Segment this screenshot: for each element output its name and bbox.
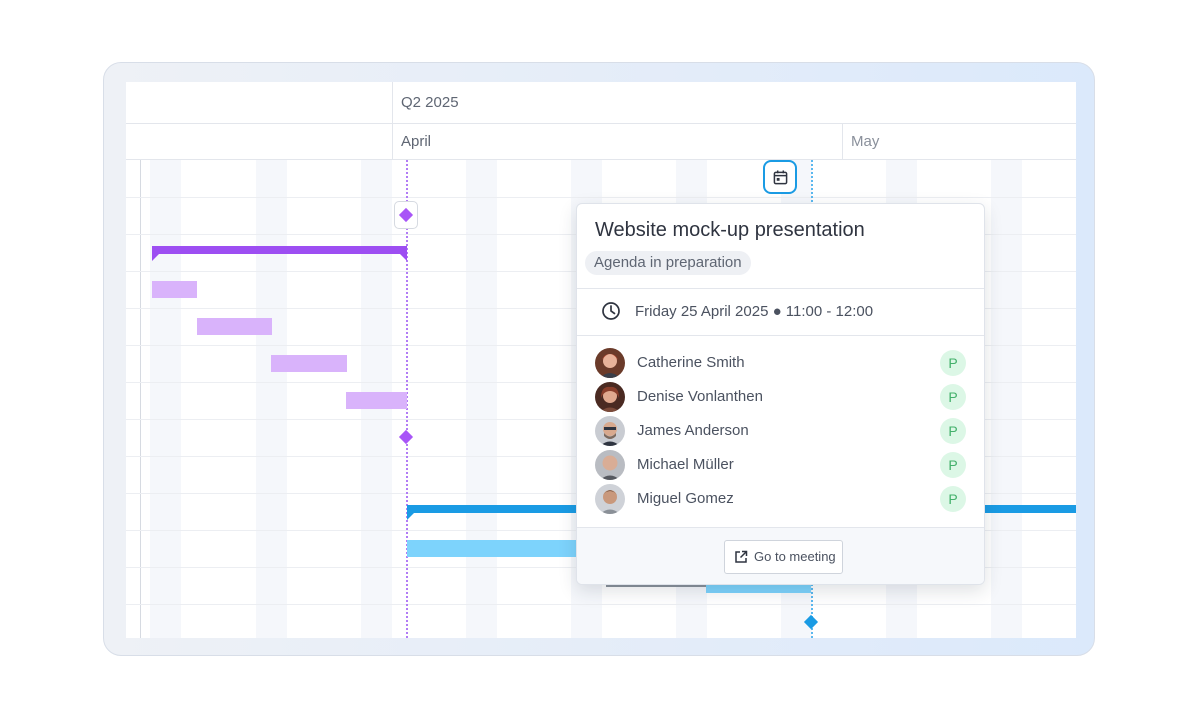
popup-footer: Go to meeting <box>577 527 984 584</box>
milestone-diamond[interactable] <box>398 429 414 445</box>
calendar-icon <box>773 170 788 185</box>
timeline-left-border <box>140 160 141 638</box>
attendee-name: James Anderson <box>637 422 749 439</box>
week-stripe <box>991 160 1022 638</box>
task-bar-blue[interactable] <box>407 540 577 557</box>
avatar <box>595 450 625 480</box>
avatar <box>595 416 625 446</box>
go-to-meeting-button[interactable]: Go to meeting <box>724 540 843 574</box>
task-bar-purple[interactable] <box>271 355 347 372</box>
participant-badge: P <box>940 486 966 512</box>
participant-badge: P <box>940 452 966 478</box>
clock-icon <box>602 302 620 320</box>
week-stripe <box>256 160 287 638</box>
task-bar-purple[interactable] <box>197 318 272 335</box>
header-divider <box>842 124 843 160</box>
week-stripe <box>466 160 497 638</box>
meeting-status-badge: Agenda in preparation <box>585 251 751 275</box>
attendee-row[interactable]: Miguel Gomez P <box>595 484 967 514</box>
header-divider <box>392 82 393 160</box>
meeting-title: Website mock-up presentation <box>595 219 865 241</box>
popup-divider <box>577 288 984 289</box>
task-bar-purple[interactable] <box>346 392 407 409</box>
quarter-header-row: Q2 2025 <box>126 82 1076 124</box>
attendee-row[interactable]: Catherine Smith P <box>595 348 967 378</box>
participant-badge: P <box>940 350 966 376</box>
attendee-name: Denise Vonlanthen <box>637 388 763 405</box>
attendee-name: Catherine Smith <box>637 354 745 371</box>
avatar <box>595 348 625 378</box>
avatar <box>595 484 625 514</box>
today-marker-line <box>406 160 408 638</box>
participant-badge: P <box>940 384 966 410</box>
external-link-icon <box>735 550 748 563</box>
row-divider <box>126 197 1076 198</box>
attendee-name: Michael Müller <box>637 456 734 473</box>
avatar <box>595 382 625 412</box>
go-to-meeting-label: Go to meeting <box>754 549 836 564</box>
participant-badge: P <box>940 418 966 444</box>
task-bar-purple[interactable] <box>152 281 197 298</box>
meeting-popup: Website mock-up presentation Agenda in p… <box>576 203 985 585</box>
meeting-date-time: Friday 25 April 2025 ● 11:00 - 12:00 <box>635 303 874 320</box>
attendee-row[interactable]: Michael Müller P <box>595 450 967 480</box>
summary-bar-left-cap <box>407 512 415 520</box>
attendee-row[interactable]: James Anderson P <box>595 416 967 446</box>
attendee-row[interactable]: Denise Vonlanthen P <box>595 382 967 412</box>
month-label-april: April <box>401 133 432 150</box>
week-stripe <box>150 160 181 638</box>
summary-bar-right-cap <box>399 253 407 261</box>
quarter-label: Q2 2025 <box>401 94 459 111</box>
dependency-arrow <box>606 585 706 587</box>
meeting-calendar-button[interactable] <box>763 160 797 194</box>
summary-bar-purple[interactable] <box>152 246 407 254</box>
month-header-row: April May <box>126 124 1076 160</box>
attendee-name: Miguel Gomez <box>637 490 734 507</box>
popup-divider <box>577 335 984 336</box>
row-divider <box>126 604 1076 605</box>
month-label-may: May <box>851 133 880 150</box>
summary-bar-left-cap <box>152 253 160 261</box>
